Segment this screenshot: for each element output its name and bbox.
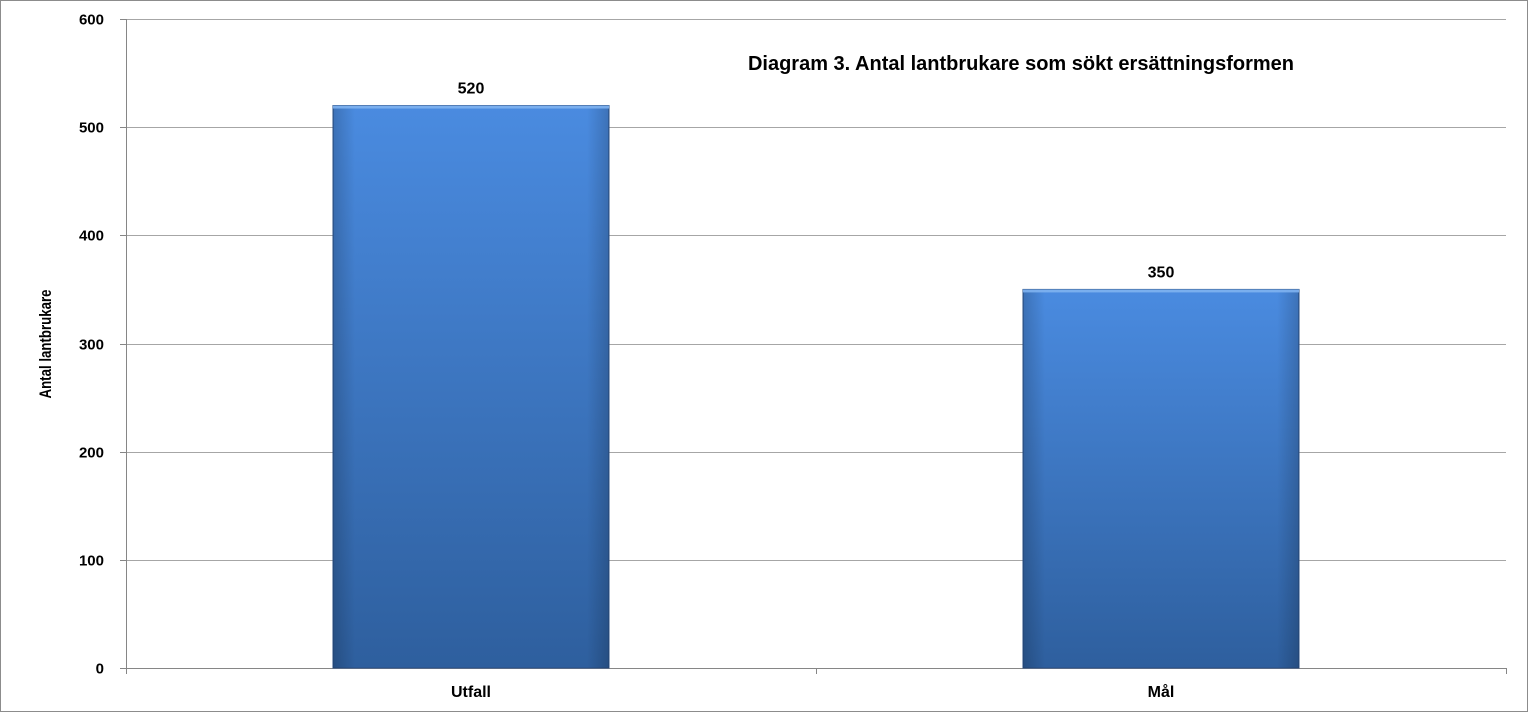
y-tick-label: 500 <box>79 120 104 137</box>
y-axis-title: Antal lantbrukare <box>37 290 56 399</box>
labels: 0 100 200 300 400 500 600 520 Utfall 350 Mål <box>79 12 1174 702</box>
x-category-label: Mål <box>1148 683 1175 701</box>
bar-shading <box>333 105 609 669</box>
data-label: 520 <box>458 81 485 98</box>
y-tick-label: 200 <box>79 445 104 462</box>
y-tick-label: 400 <box>79 228 104 245</box>
bar-shading <box>1023 289 1299 668</box>
y-tick-label: 0 <box>96 661 104 678</box>
chart-title: Diagram 3. Antal lantbrukare som sökt er… <box>748 53 1294 75</box>
y-tick-label: 300 <box>79 337 104 354</box>
data-label: 350 <box>1148 264 1175 281</box>
bars <box>332 105 1300 669</box>
bar-top-highlight <box>333 105 609 109</box>
bar-top-highlight <box>1023 289 1299 293</box>
y-tick-label: 100 <box>79 553 104 570</box>
x-category-label: Utfall <box>451 684 491 701</box>
y-tick-label: 600 <box>79 12 104 29</box>
